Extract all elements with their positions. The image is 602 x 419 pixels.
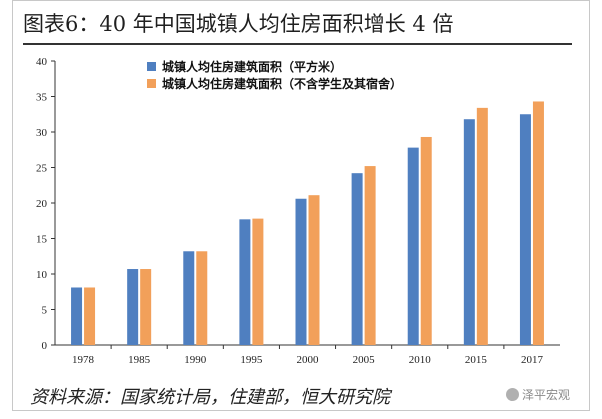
legend-label: 城镇人均住房建筑面积（平方米） bbox=[162, 59, 342, 74]
legend-swatch bbox=[147, 62, 156, 71]
bar-series-1 bbox=[239, 219, 251, 345]
x-tick-label: 1995 bbox=[240, 354, 263, 366]
bar-series-1 bbox=[463, 119, 475, 345]
x-tick-label: 1990 bbox=[184, 354, 207, 366]
watermark-text: 泽平宏观 bbox=[522, 388, 571, 402]
bar-series-2 bbox=[308, 195, 320, 345]
y-tick-label: 25 bbox=[36, 163, 48, 175]
y-tick-label: 40 bbox=[36, 56, 48, 68]
legend: 城镇人均住房建筑面积（平方米） 城镇人均住房建筑面积（不含学生及其宿舍） bbox=[147, 59, 402, 91]
y-tick-label: 0 bbox=[42, 340, 48, 352]
watermark: 泽平宏观 bbox=[506, 386, 570, 403]
x-axis-ticks: 1978 1985 1990 1995 2000 2005 2010 2015 2017 bbox=[72, 345, 543, 366]
x-tick-label: 1985 bbox=[128, 354, 151, 366]
bar-series-1 bbox=[519, 114, 531, 345]
bar-series-1 bbox=[183, 251, 195, 345]
bar-series-2 bbox=[84, 287, 96, 345]
y-tick-label: 10 bbox=[36, 269, 48, 281]
bar-series-1 bbox=[127, 269, 139, 345]
y-tick-label: 15 bbox=[36, 234, 48, 246]
bar-series-1 bbox=[295, 198, 307, 345]
title-rule bbox=[23, 43, 572, 45]
y-tick-label: 5 bbox=[42, 305, 48, 317]
axes bbox=[54, 61, 560, 346]
bar-series-1 bbox=[407, 147, 419, 345]
y-tick-label: 20 bbox=[36, 198, 48, 210]
legend-swatch bbox=[147, 79, 156, 88]
wechat-icon bbox=[506, 388, 519, 401]
x-tick-label: 2005 bbox=[353, 354, 376, 366]
bar-series-2 bbox=[532, 101, 544, 345]
bar-series-1 bbox=[71, 287, 83, 345]
bar-series-2 bbox=[476, 107, 488, 345]
x-tick-label: 2015 bbox=[465, 354, 488, 366]
y-tick-label: 30 bbox=[36, 127, 48, 139]
y-tick-label: 35 bbox=[36, 92, 48, 104]
x-tick-label: 2000 bbox=[297, 354, 320, 366]
bar-series-2 bbox=[364, 166, 376, 345]
bar-series-2 bbox=[420, 136, 432, 345]
x-tick-label: 2010 bbox=[409, 354, 432, 366]
source-note: 资料来源：国家统计局，住建部，恒大研究院 bbox=[30, 387, 390, 408]
chart-title: 图表6：40 年中国城镇人均住房面积增长 4 倍 bbox=[23, 12, 454, 36]
bar-series-1 bbox=[351, 173, 363, 345]
bar-series-2 bbox=[196, 251, 208, 345]
legend-label: 城镇人均住房建筑面积（不含学生及其宿舍） bbox=[162, 76, 402, 91]
y-axis-ticks: 0 5 10 15 20 25 30 35 40 bbox=[36, 56, 55, 352]
bars bbox=[71, 101, 544, 345]
bar-series-2 bbox=[252, 218, 264, 345]
x-tick-label: 1978 bbox=[72, 354, 95, 366]
x-tick-label: 2017 bbox=[521, 354, 544, 366]
bar-series-2 bbox=[140, 269, 152, 345]
